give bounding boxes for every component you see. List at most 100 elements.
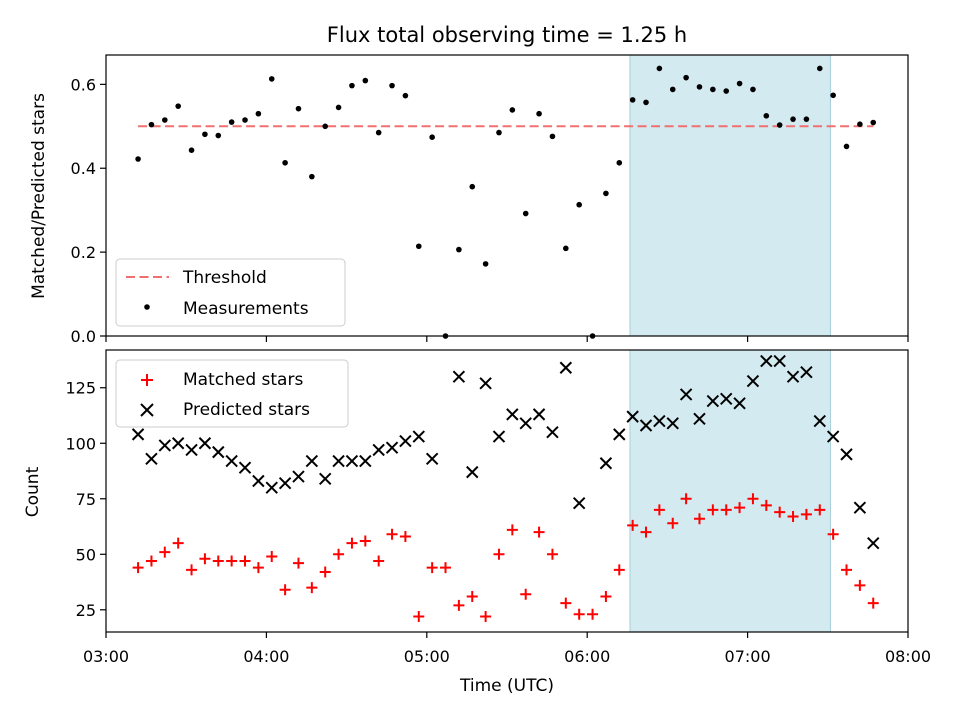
measurement-point: [469, 183, 476, 190]
measurement-point: [576, 201, 582, 208]
matched-star-point: [720, 504, 732, 516]
measurements-legend-marker: [144, 304, 150, 310]
top-legend: Threshold Measurements: [115, 258, 346, 327]
matched-stars-legend-marker: [141, 374, 153, 386]
matched-star-point: [587, 608, 599, 620]
predicted-star-point: [425, 452, 439, 466]
predicted-star-point: [212, 445, 225, 459]
measurement-point: [135, 156, 141, 162]
top-x-ticks: [105, 336, 909, 342]
matched-star-point: [413, 610, 425, 622]
predicted-star-point: [706, 394, 720, 408]
measurement-point: [669, 86, 676, 93]
predicted-star-point: [519, 417, 532, 430]
top-legend-box: [115, 258, 346, 327]
measurement-point: [790, 116, 796, 122]
predicted-star-point: [720, 392, 733, 406]
predicted-star-point: [826, 430, 840, 443]
measurement-point: [228, 119, 235, 125]
predicted-star-point: [559, 361, 573, 374]
predicted-star-point: [372, 443, 385, 457]
matched-star-point: [667, 517, 679, 529]
matched-star-point: [199, 553, 211, 565]
matched-star-point: [132, 562, 144, 574]
measurement-point: [322, 123, 329, 130]
top-points: [135, 65, 877, 339]
matched-star-point: [306, 582, 318, 594]
matched-star-point: [226, 555, 238, 567]
measurement-point: [415, 243, 422, 250]
chart-title: Flux total observing time = 1.25 h: [327, 23, 687, 47]
predicted-star-point: [345, 454, 359, 468]
predicted-stars-points: [131, 354, 880, 550]
matched-stars-points: [132, 493, 879, 622]
top-panel: 0.0 0.2 0.4 0.6 Matched/Predicted stars Thr…: [29, 54, 909, 346]
predicted-star-point: [252, 474, 265, 488]
top-highlight-span: [629, 54, 831, 337]
matched-star-point: [707, 504, 719, 516]
matched-star-point: [640, 526, 652, 538]
measurement-point: [362, 77, 369, 84]
matched-star-point: [680, 493, 692, 505]
predicted-star-point: [238, 461, 252, 474]
x-tick-label: 06:00: [564, 647, 610, 666]
matched-star-point: [480, 610, 492, 622]
predicted-star-point: [626, 410, 639, 423]
measurement-point: [522, 210, 529, 217]
predicted-star-point: [639, 419, 653, 432]
measurement-point: [482, 261, 489, 267]
predicted-star-point: [466, 465, 479, 479]
predicted-star-point: [292, 470, 305, 483]
matched-star-point: [600, 590, 612, 602]
measurement-point: [830, 92, 836, 99]
bottom-panel: 25 50 75 100 125 03:00 04:00 05:00 06:00 07:00 08…: [23, 349, 931, 696]
measurement-point: [268, 76, 275, 82]
matched-star-point: [520, 588, 532, 600]
measurement-point: [202, 131, 208, 138]
x-axis-label: Time (UTC): [459, 676, 554, 696]
predicted-star-point: [185, 443, 198, 457]
measurement-point: [696, 84, 703, 90]
measurement-point: [402, 92, 409, 99]
bottom-legend: Matched stars Predicted stars: [115, 359, 349, 428]
matched-star-point: [252, 562, 264, 574]
matched-star-point: [466, 590, 478, 602]
bottom-y-ticks: 25 50 75 100 125: [65, 379, 106, 620]
top-y-tick-label: 0.4: [71, 159, 96, 178]
predicted-stars-legend-marker: [140, 403, 154, 417]
matched-star-point: [266, 551, 278, 563]
x-tick-label: 07:00: [725, 647, 771, 666]
predicted-star-point: [278, 477, 292, 490]
measurement-point: [656, 65, 663, 72]
measurement-point: [549, 133, 556, 140]
predicted-star-point: [171, 437, 185, 450]
matched-star-point: [172, 537, 184, 549]
matched-star-point: [239, 555, 251, 567]
measurement-point: [282, 159, 288, 166]
measurement-point: [629, 97, 636, 103]
measurement-point: [456, 246, 462, 253]
matched-star-point: [145, 555, 157, 567]
matched-star-point: [854, 579, 866, 591]
bottom-y-axis-label: Count: [23, 466, 43, 517]
matched-star-point: [814, 504, 826, 516]
matched-star-point: [186, 564, 198, 576]
bottom-y-tick-label: 25: [76, 601, 96, 620]
predicted-star-point: [225, 454, 238, 468]
matched-star-point: [359, 535, 371, 547]
measurement-point: [776, 122, 783, 128]
x-tick-label: 03:00: [83, 647, 129, 666]
top-y-tick-label: 0.2: [71, 243, 96, 262]
predicted-star-point: [399, 434, 412, 448]
top-y-ticks: 0.0 0.2 0.4 0.6: [71, 75, 106, 346]
matched-star-point: [734, 502, 746, 514]
measurement-point: [616, 159, 623, 166]
measurement-point: [603, 190, 609, 197]
matched-star-point: [841, 564, 853, 576]
threshold-legend-label: Threshold: [182, 268, 267, 288]
measurement-point: [683, 74, 689, 81]
measurement-point: [389, 82, 395, 89]
measurement-point: [710, 86, 716, 93]
measurement-point: [148, 121, 155, 128]
top-y-axis-label: Matched/Predicted stars: [29, 93, 49, 299]
